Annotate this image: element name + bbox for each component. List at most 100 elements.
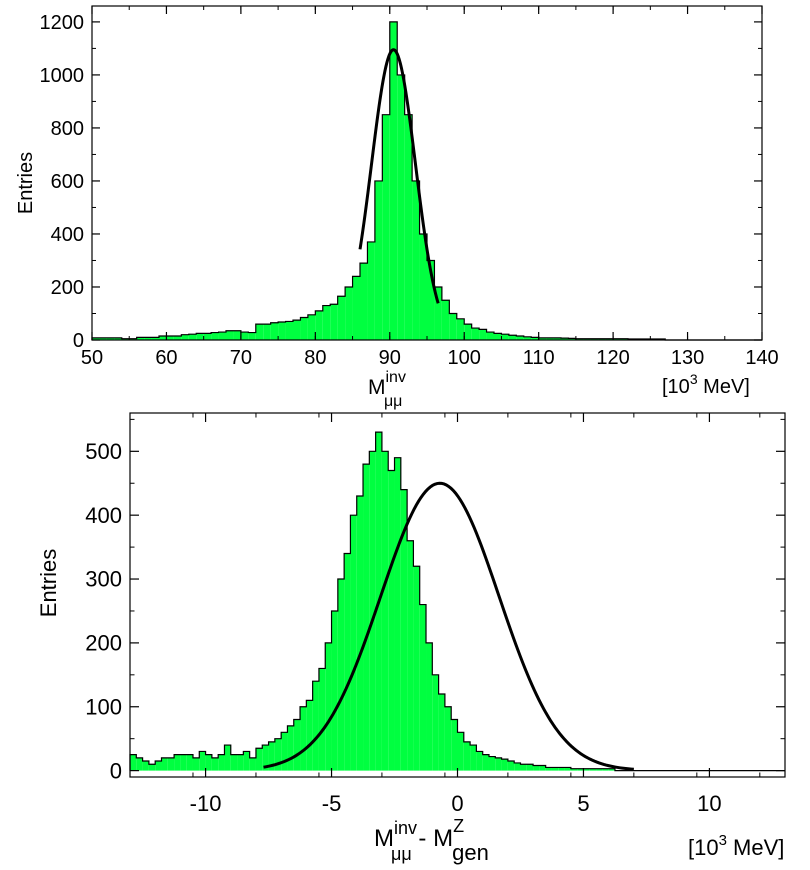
histogram-bin [249, 757, 256, 771]
histogram-bin [300, 317, 308, 340]
x-tick-label: 70 [230, 347, 252, 369]
x-tick-label: 100 [448, 347, 481, 369]
histogram-bin [285, 321, 293, 340]
x-ticks-bottom: -10 -5 0 5 10 [129, 413, 761, 816]
histogram-bin [486, 332, 494, 340]
histogram-bin [121, 338, 130, 340]
y-axis-label-top: Entries [15, 152, 37, 214]
histogram-bin [523, 336, 532, 340]
y-tick-label: 800 [51, 118, 84, 140]
histogram-bin [419, 604, 427, 771]
histogram-bin [363, 464, 370, 771]
histogram-bin [144, 337, 152, 340]
x-tick-label: 80 [304, 347, 326, 369]
histogram-bin [211, 332, 219, 340]
histogram-bin [230, 754, 238, 771]
histogram-bin [583, 338, 591, 340]
histogram-bin [494, 333, 502, 340]
histogram-outline [129, 431, 785, 772]
histogram-bin [400, 489, 408, 771]
histogram-bin [192, 757, 200, 771]
histogram-bin [463, 741, 471, 771]
y-tick-label: 200 [51, 277, 84, 299]
histogram-bin [507, 761, 515, 771]
histogram-bin [471, 328, 480, 340]
histogram-bin [224, 745, 231, 771]
histogram-bin [434, 286, 442, 340]
histogram-bin [501, 759, 508, 771]
histogram-bin [270, 322, 279, 340]
unit-label-bottom: [103 MeV] [688, 832, 784, 860]
histogram-bin [159, 336, 167, 340]
histogram-bottom [129, 431, 785, 772]
histogram-bin [240, 332, 249, 340]
histogram-bin [218, 332, 226, 340]
histogram-bin [155, 761, 162, 771]
histogram-bin [345, 286, 353, 340]
histogram-bin [322, 305, 331, 340]
y-tick-label: 500 [85, 439, 122, 464]
histogram-bin [356, 496, 364, 771]
histogram-bin [337, 296, 346, 340]
y-tick-label: 200 [85, 631, 122, 656]
histogram-bin [174, 754, 181, 771]
histogram-bin [199, 751, 206, 771]
histogram-bin [226, 330, 234, 340]
histogram-bin [389, 21, 398, 341]
histogram-bin [218, 754, 225, 771]
histogram-bin [590, 338, 599, 340]
histogram-bin [142, 761, 149, 771]
histogram-bin [196, 333, 204, 340]
chart-bottom: -10 -5 0 5 10 0 100 200 300 400 500 Entries Minv μ… [36, 412, 786, 865]
histogram-top [91, 21, 762, 341]
histogram-bin [553, 337, 561, 340]
chart-top: 50 60 70 80 90 100 110 120 130 140 0 200 400 600 800 1… [15, 5, 779, 410]
histogram-bin [546, 337, 554, 340]
histogram-bin [589, 768, 597, 771]
histogram-bin [533, 765, 540, 771]
histogram-bin [608, 768, 615, 771]
histogram-bin [479, 329, 487, 340]
histogram-bin [173, 336, 182, 340]
x-tick-label: 90 [379, 347, 401, 369]
histogram-bin [360, 263, 368, 340]
histogram-bin [350, 515, 357, 771]
x-tick-label: -5 [322, 791, 342, 816]
histogram-bin [287, 725, 294, 771]
x-tick-label: 60 [155, 347, 177, 369]
histogram-bin [369, 451, 376, 771]
histogram-bin [602, 768, 609, 771]
histogram-bin [441, 300, 450, 340]
y-tick-label: 300 [85, 567, 122, 592]
histogram-bin [508, 335, 517, 340]
histogram-bin [130, 754, 137, 771]
histogram-bin [457, 732, 464, 771]
histogram-bin [293, 719, 301, 771]
histogram-bin [203, 333, 212, 340]
y-tick-label: 1200 [40, 12, 85, 34]
histogram-bin [412, 180, 420, 340]
histogram-bin [374, 180, 383, 340]
histogram-bin [598, 338, 606, 340]
histogram-bin [243, 751, 250, 771]
histogram-bin [520, 764, 527, 771]
x-tick-label: 120 [596, 347, 629, 369]
y-axis-label-bottom: Entries [36, 549, 61, 617]
histogram-bin [613, 338, 621, 340]
histogram-bin [318, 668, 326, 771]
histogram-bin [404, 114, 413, 340]
histogram-bin [596, 768, 603, 771]
histogram-bin [330, 304, 338, 340]
x-tick-label: 140 [745, 347, 778, 369]
histogram-bin [237, 754, 244, 771]
histogram-bin [186, 754, 193, 771]
histogram-bin [464, 324, 472, 340]
histogram-bin [583, 768, 590, 771]
histogram-bin [488, 756, 496, 771]
histogram-bin [388, 470, 395, 771]
histogram-bin [307, 314, 316, 340]
histogram-bin [352, 276, 360, 340]
histogram-bin [344, 553, 351, 771]
histogram-bin [394, 457, 401, 771]
